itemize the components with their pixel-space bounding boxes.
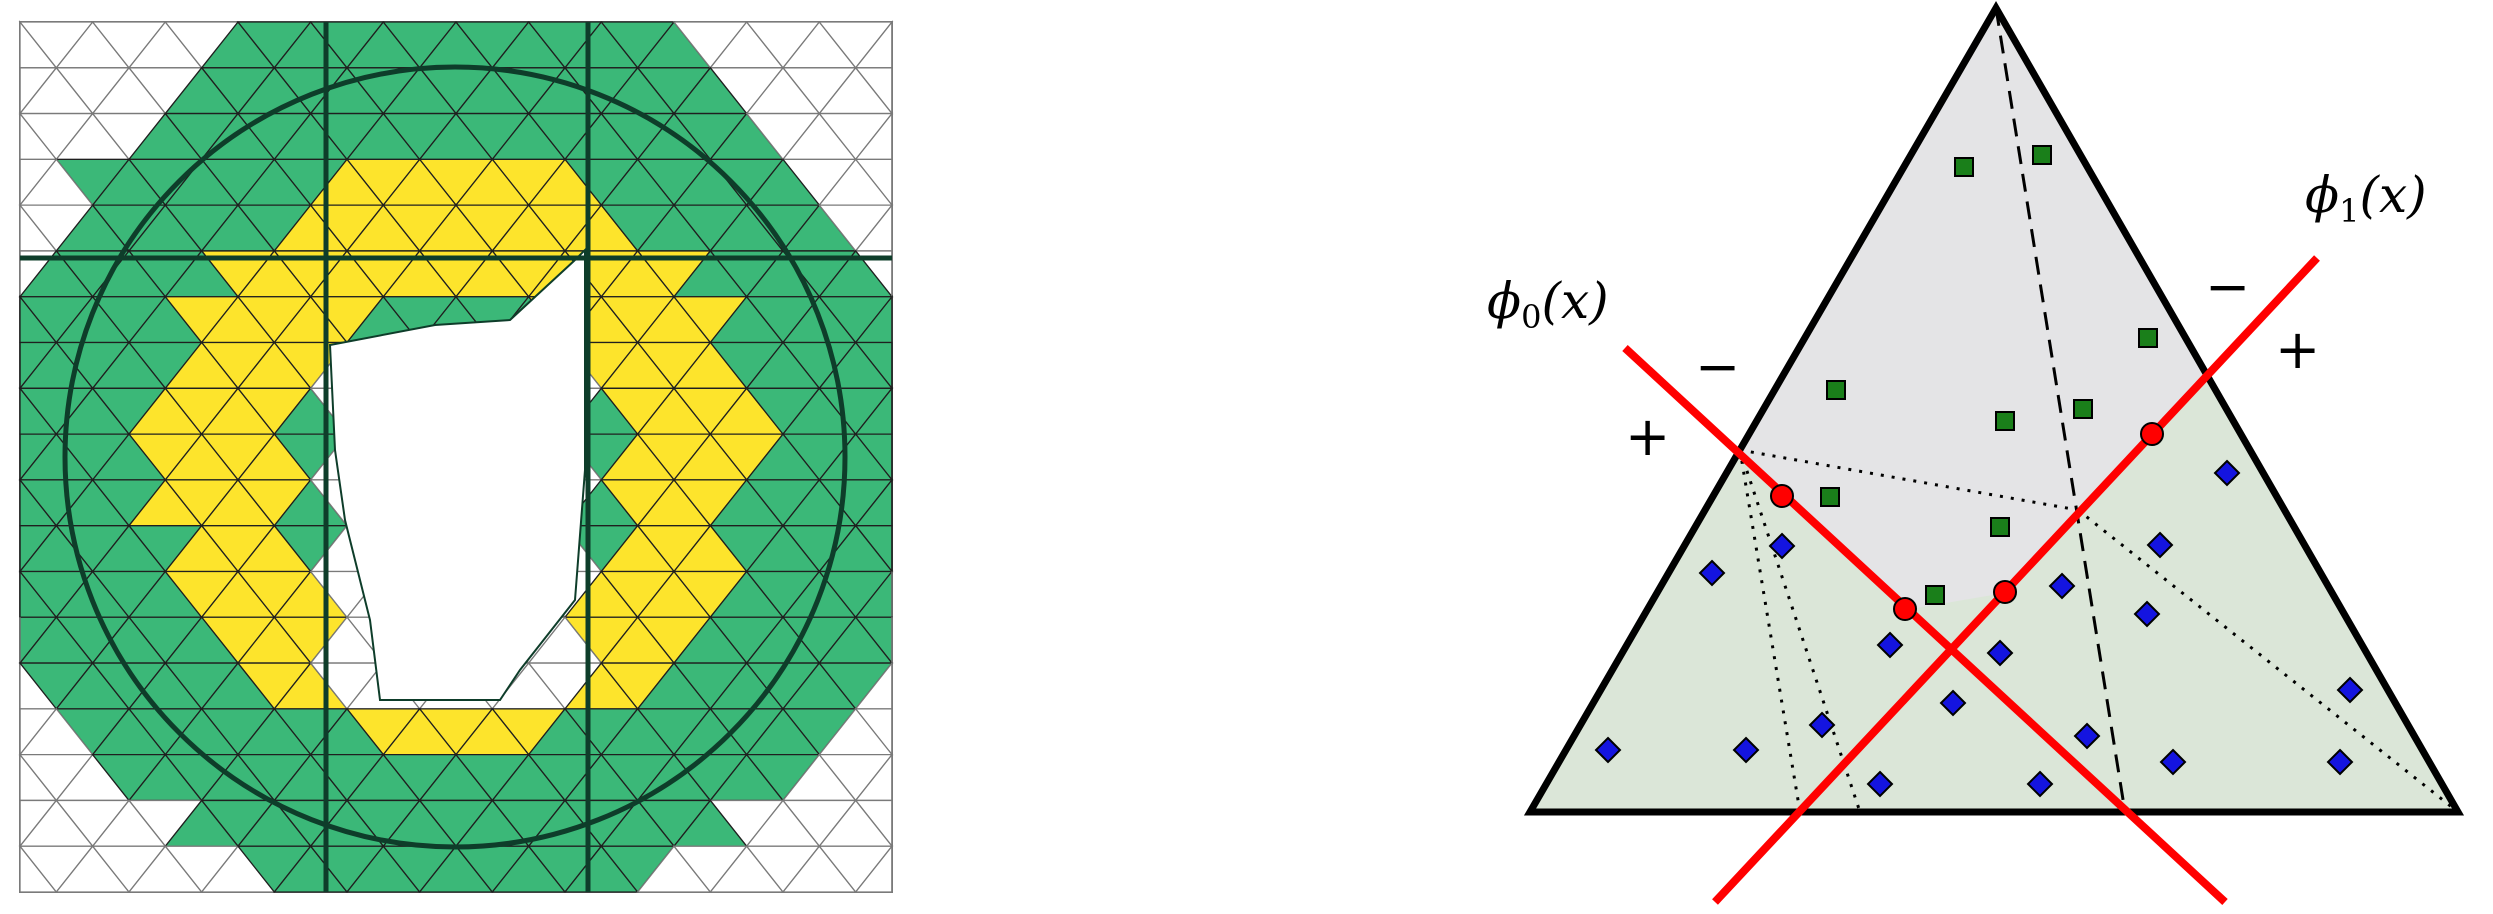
diamond-marker (1876, 631, 1904, 659)
diamond-marker (2026, 770, 2054, 798)
dotted-subdivision (1738, 448, 2459, 814)
intersection-points (1770, 422, 2164, 621)
right-triangle-panel: ϕ0(x) ϕ1(x) − + − + (1487, 0, 2465, 905)
square-marker (1990, 517, 2010, 537)
diamond-marker (1768, 532, 1796, 560)
diamond-marker (2336, 676, 2364, 704)
phi1-level-line (1712, 255, 2320, 905)
phi0-label: ϕ0(x) (1487, 272, 1609, 336)
diamond-marker (1866, 770, 1894, 798)
diamond-marker (2213, 459, 2241, 487)
diamond-marker (1939, 689, 1967, 717)
diamond-marker (1698, 559, 1726, 587)
phi1-label: ϕ1(x) (2305, 166, 2427, 230)
plus-sign-right: + (2275, 318, 2320, 381)
diamond-marker (1594, 736, 1622, 764)
diamond-marker (2073, 722, 2101, 750)
square-marker (1925, 585, 1945, 605)
diamond-marker (1986, 639, 2014, 667)
dashed-median (1994, 7, 2127, 813)
inner-hole-boundary (328, 247, 586, 701)
upper-region (1740, 8, 2205, 510)
phi0-level-line (1622, 345, 2228, 905)
minus-sign-right: − (2205, 255, 2250, 318)
square-marker (1995, 411, 2015, 431)
diamond-marker (1808, 711, 1836, 739)
diamond-marker (2048, 572, 2076, 600)
diamond-markers (1594, 459, 2364, 798)
plus-sign-left: + (1625, 405, 1670, 468)
square-marker (1820, 487, 1840, 507)
square-marker (2073, 399, 2093, 419)
minus-sign-left: − (1695, 335, 1740, 398)
left-mesh-panel (18, 20, 894, 894)
diamond-marker (2159, 748, 2187, 776)
diamond-marker (1732, 736, 1760, 764)
diamond-marker (2133, 600, 2161, 628)
square-markers (1820, 145, 2158, 605)
square-marker (1826, 380, 1846, 400)
diamond-marker (2326, 748, 2354, 776)
square-marker (1954, 157, 1974, 177)
diamond-marker (2146, 531, 2174, 559)
circle-level-set (62, 64, 848, 850)
reference-triangle (1523, 0, 2465, 816)
square-marker (2032, 145, 2052, 165)
square-marker (2138, 328, 2158, 348)
